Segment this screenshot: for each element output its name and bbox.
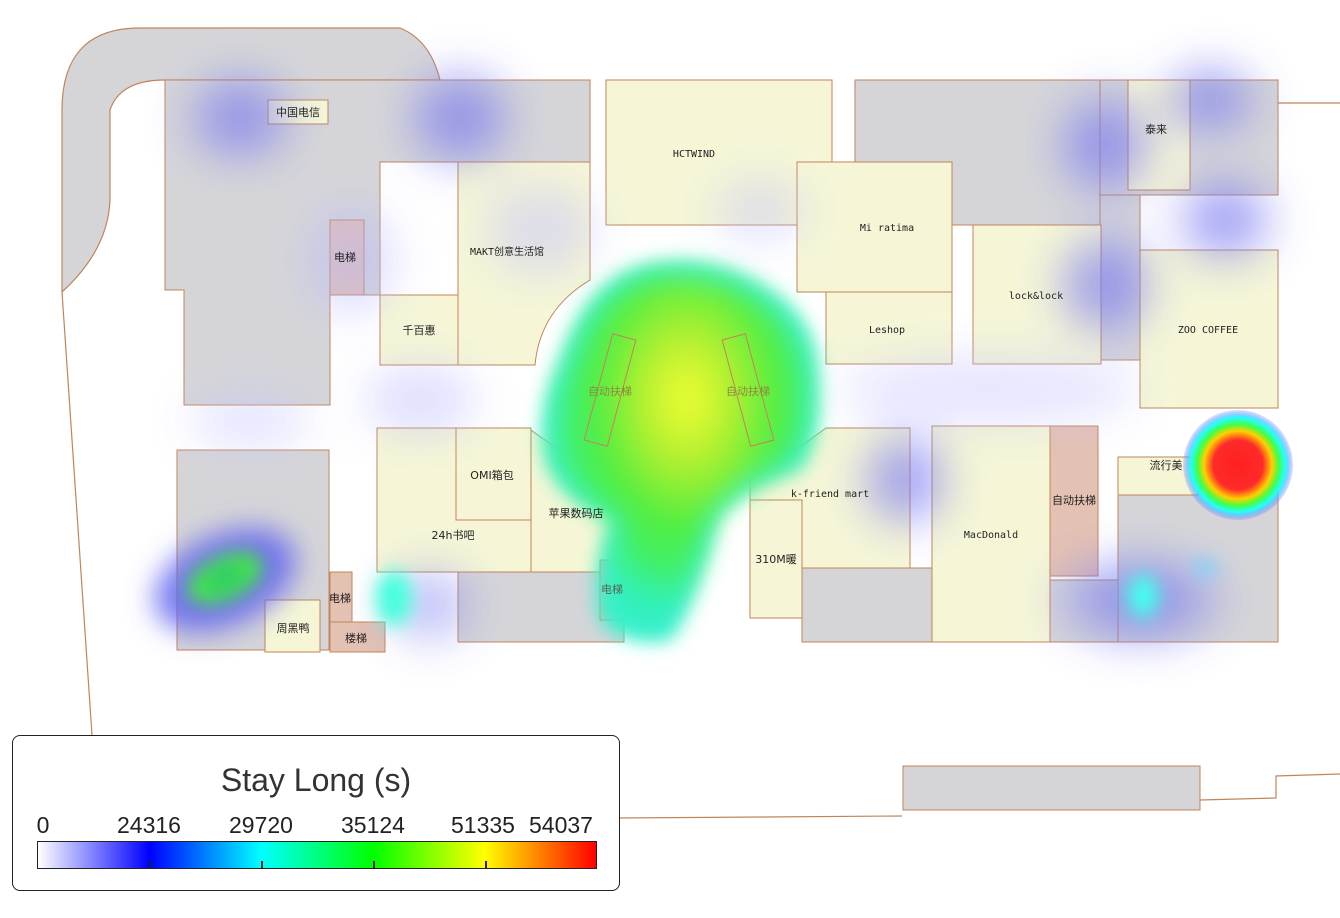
store-label: 电梯 <box>329 592 351 605</box>
legend: Stay Long (s) 0 24316 29720 35124 51335 … <box>12 735 620 891</box>
legend-tick-label: 51335 <box>451 812 515 838</box>
store-label: MacDonald <box>964 530 1018 541</box>
store-label: 泰来 <box>1145 122 1167 136</box>
store-label: 周黑鸭 <box>277 622 310 635</box>
store-label: 电梯 <box>601 583 623 596</box>
store-label: 千百惠 <box>403 323 436 337</box>
store-label: 苹果数码店 <box>549 506 604 520</box>
store-label: Leshop <box>869 325 905 336</box>
legend-tick-label: 0 <box>36 812 50 838</box>
store-label: Mi ratima <box>860 223 914 234</box>
legend-tick <box>373 861 375 869</box>
store-label: ZOO COFFEE <box>1178 325 1238 336</box>
legend-tick-label: 24316 <box>117 812 181 838</box>
store-label: 自动扶梯 <box>1052 493 1096 507</box>
legend-tick <box>149 861 151 869</box>
store-label: lock&lock <box>1009 291 1063 302</box>
legend-tick <box>485 861 487 869</box>
store-label: 310M暖 <box>755 553 797 566</box>
store-label: 自动扶梯 <box>726 384 770 398</box>
store-label: MAKT创意生活馆 <box>470 245 544 258</box>
mall-boundary <box>61 102 1340 819</box>
store-label: 楼梯 <box>345 631 367 645</box>
store-label: 中国电信 <box>276 106 320 119</box>
store-label: 流行美 <box>1150 458 1183 472</box>
store-label: 自动扶梯 <box>588 384 632 398</box>
store-label: 24h书吧 <box>432 529 475 542</box>
escalator-strips <box>583 333 775 447</box>
legend-tick-label: 35124 <box>341 812 405 838</box>
legend-tick-label: 29720 <box>229 812 293 838</box>
store-label: 电梯 <box>334 251 356 264</box>
heatmap-layer <box>154 60 1293 650</box>
legend-title: Stay Long (s) <box>220 762 412 798</box>
store-label: HCTWIND <box>673 149 715 160</box>
legend-tick <box>261 861 263 869</box>
store-labels: 中国电信 电梯 MAKT创意生活馆 千百惠 HCTWIND Mi ratima … <box>276 106 1238 645</box>
store-label: k-friend mart <box>791 489 869 500</box>
store-label: OMI箱包 <box>470 468 513 482</box>
legend-tick-label: 54037 <box>529 812 593 838</box>
legend-colorbar <box>37 841 597 869</box>
